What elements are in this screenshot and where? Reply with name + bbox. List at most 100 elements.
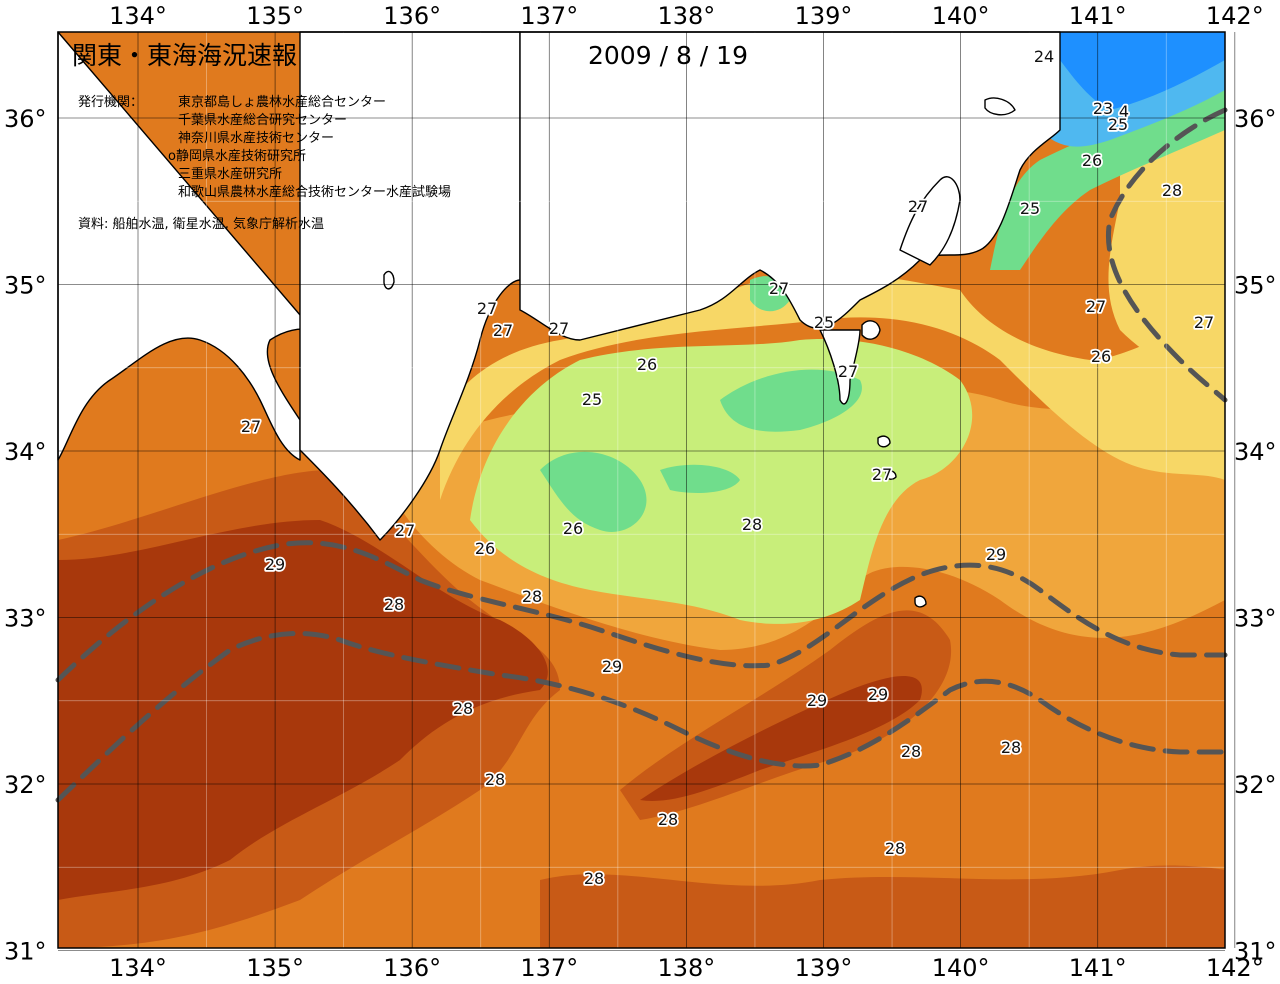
lake-kasumigaura: [984, 97, 1016, 116]
latitude-label-left: 31°: [4, 938, 47, 966]
band-29-5: [58, 520, 548, 900]
longitude-label-top: 137°: [520, 2, 578, 30]
contour-label: 4: [1119, 102, 1129, 121]
contour-label: 28: [453, 699, 473, 718]
issuer-item: 千葉県水産総合研究センター: [178, 112, 347, 128]
latitude-label-right: 33°: [1234, 605, 1277, 633]
latitude-label-right: 34°: [1234, 438, 1277, 466]
map-frame: [57, 31, 1226, 949]
longitude-label-bottom: 138°: [657, 954, 715, 980]
contour-label: 23: [1093, 99, 1113, 118]
contour-label: 26: [563, 519, 583, 538]
longitude-label-top: 141°: [1069, 2, 1127, 30]
longitude-labels-top: 134° 135° 136° 137° 138° 139° 140° 141° 142°: [109, 2, 1264, 30]
contour-label: 26: [475, 539, 495, 558]
kuroshio-axis: [55, 107, 1228, 803]
contour-label: 26: [1091, 347, 1111, 366]
longitude-labels-bottom: 134° 135° 136° 137° 138° 139° 140° 141° 142°: [109, 954, 1264, 982]
longitude-label-top: 142°: [1206, 2, 1264, 30]
latitude-label-left: 36°: [4, 105, 47, 133]
band-29-5-east: [640, 676, 922, 801]
contour-label: 25: [582, 390, 602, 409]
contour-label: 25: [814, 313, 834, 332]
map-title: 関東・東海海況速報: [72, 41, 297, 70]
latitude-label-right: 32°: [1234, 771, 1277, 799]
contour-label: 27: [838, 362, 858, 381]
band-25-patch: [720, 369, 862, 432]
band-28-south: [540, 865, 1225, 948]
honshu-central: [519, 31, 1061, 341]
latitude-label-right: 36°: [1234, 105, 1277, 133]
contour-label: 27: [549, 319, 569, 338]
report-date: 2009 / 8 / 19: [588, 41, 748, 70]
longitude-label-bottom: 136°: [383, 954, 441, 980]
longitude-label-bottom: 142°: [1206, 954, 1264, 980]
longitude-label-bottom: 140°: [932, 954, 990, 980]
contour-label: 28: [742, 515, 762, 534]
contour-label: 29: [986, 545, 1006, 564]
contour-label: 26: [1082, 151, 1102, 170]
contour-label: 27: [477, 299, 497, 318]
band-23-northeast: [1060, 32, 1225, 110]
contour-label: 29: [807, 691, 827, 710]
longitude-label-top: 136°: [383, 2, 441, 30]
latitude-label-right: 35°: [1234, 272, 1277, 300]
contour-label: 28: [522, 587, 542, 606]
band-25-patch: [660, 464, 740, 493]
contour-label: 27: [769, 279, 789, 298]
longitude-label-bottom: 137°: [520, 954, 578, 980]
kuroshio-offshore: [1106, 107, 1228, 403]
contour-label: 29: [265, 555, 285, 574]
issuer-item: o静岡県水産技術研究所: [168, 148, 306, 164]
longitude-label-top: 135°: [246, 2, 304, 30]
issuer-item: 和歌山県農林水産総合技術センター水産試験場: [178, 184, 451, 200]
latitude-label-left: 33°: [4, 605, 47, 633]
longitude-label-top: 140°: [932, 2, 990, 30]
contour-label: 24: [1034, 47, 1054, 66]
latitude-label-left: 32°: [4, 771, 47, 799]
kuroshio-south-limit: [55, 631, 1228, 803]
latitude-label-left: 34°: [4, 438, 47, 466]
contour-label: 28: [584, 869, 604, 888]
shikoku-land: [57, 31, 331, 461]
contour-label: 27: [241, 417, 261, 436]
latitude-labels-right: 36° 35° 34° 33° 32° 31°: [1234, 105, 1277, 966]
contour-label: 28: [658, 810, 678, 829]
longitude-label-bottom: 141°: [1069, 954, 1127, 980]
longitude-label-bottom: 135°: [246, 954, 304, 980]
awaji-island: [383, 270, 395, 290]
contour-label: 28: [1001, 738, 1021, 757]
contour-label: 25: [1020, 199, 1040, 218]
longitude-label-bottom: 134°: [109, 954, 167, 980]
contour-label: 27: [493, 321, 513, 340]
latitude-label-right: 31°: [1234, 938, 1277, 966]
longitude-label-top: 138°: [657, 2, 715, 30]
band-25-patch: [540, 451, 647, 532]
hachijo-island: [914, 595, 927, 608]
contour-label: 28: [1162, 181, 1182, 200]
contour-label: 28: [485, 770, 505, 789]
contour-label: 27: [1086, 297, 1106, 316]
contour-label: 27: [1194, 313, 1214, 332]
kii-peninsula: [299, 31, 521, 541]
contour-label: 28: [885, 839, 905, 858]
contour-label: 29: [602, 657, 622, 676]
kuroshio-north-limit: [55, 540, 1228, 683]
miyake-island: [885, 470, 897, 480]
contour-label: 27: [395, 521, 415, 540]
izu-peninsula: [819, 329, 861, 405]
land-masses: [57, 31, 1061, 608]
band-27-east: [1108, 120, 1225, 400]
band-27: [440, 271, 1225, 500]
contour-label: 27: [872, 465, 892, 484]
contour-label: 29: [868, 685, 888, 704]
latitude-label-left: 35°: [4, 272, 47, 300]
longitude-label-top: 134°: [109, 2, 167, 30]
contour-label: 25: [1108, 115, 1128, 134]
issuer-item: 神奈川県水産技術センター: [178, 130, 334, 146]
contour-label: 26: [637, 355, 657, 374]
issuer-item: 三重県水産研究所: [178, 166, 282, 182]
contour-label: 28: [384, 595, 404, 614]
